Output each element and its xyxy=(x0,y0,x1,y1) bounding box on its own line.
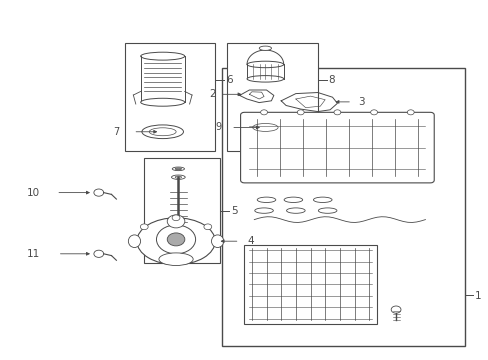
Ellipse shape xyxy=(159,253,193,266)
Ellipse shape xyxy=(175,176,181,178)
Circle shape xyxy=(167,233,184,246)
Bar xyxy=(124,43,215,151)
Ellipse shape xyxy=(252,123,278,131)
Circle shape xyxy=(297,110,304,115)
Text: 9: 9 xyxy=(215,122,222,132)
Text: 8: 8 xyxy=(328,75,335,85)
Ellipse shape xyxy=(246,61,283,68)
Ellipse shape xyxy=(142,125,183,139)
Ellipse shape xyxy=(259,46,271,50)
Ellipse shape xyxy=(246,76,283,82)
Circle shape xyxy=(172,215,180,221)
Circle shape xyxy=(140,224,148,230)
FancyBboxPatch shape xyxy=(240,112,433,183)
Ellipse shape xyxy=(284,197,302,202)
Circle shape xyxy=(156,225,195,254)
Text: 10: 10 xyxy=(27,188,40,198)
Text: 2: 2 xyxy=(209,89,216,99)
Ellipse shape xyxy=(313,197,331,202)
Circle shape xyxy=(94,189,103,196)
Bar xyxy=(222,68,464,346)
Text: 4: 4 xyxy=(246,236,253,246)
Text: 11: 11 xyxy=(27,249,40,259)
Text: 6: 6 xyxy=(225,75,232,85)
Bar xyxy=(244,245,376,324)
Bar xyxy=(227,43,317,151)
Ellipse shape xyxy=(137,218,215,265)
Ellipse shape xyxy=(149,128,176,136)
Text: 5: 5 xyxy=(230,206,237,216)
Ellipse shape xyxy=(171,175,185,179)
Ellipse shape xyxy=(254,208,273,213)
Ellipse shape xyxy=(141,98,184,106)
Circle shape xyxy=(94,250,103,257)
Circle shape xyxy=(390,306,400,313)
Circle shape xyxy=(260,110,267,115)
Circle shape xyxy=(333,110,340,115)
Ellipse shape xyxy=(257,197,275,202)
Circle shape xyxy=(167,215,184,228)
Circle shape xyxy=(407,110,413,115)
Text: 1: 1 xyxy=(474,291,481,301)
Ellipse shape xyxy=(141,52,184,60)
Circle shape xyxy=(370,110,377,115)
Ellipse shape xyxy=(175,168,181,170)
Ellipse shape xyxy=(172,167,184,171)
Ellipse shape xyxy=(286,208,305,213)
Text: 7: 7 xyxy=(113,127,119,137)
Ellipse shape xyxy=(245,121,285,134)
Text: 3: 3 xyxy=(358,97,365,107)
Ellipse shape xyxy=(128,235,141,248)
Ellipse shape xyxy=(318,208,336,213)
Circle shape xyxy=(203,224,211,230)
Bar xyxy=(144,158,220,263)
Ellipse shape xyxy=(211,235,224,248)
